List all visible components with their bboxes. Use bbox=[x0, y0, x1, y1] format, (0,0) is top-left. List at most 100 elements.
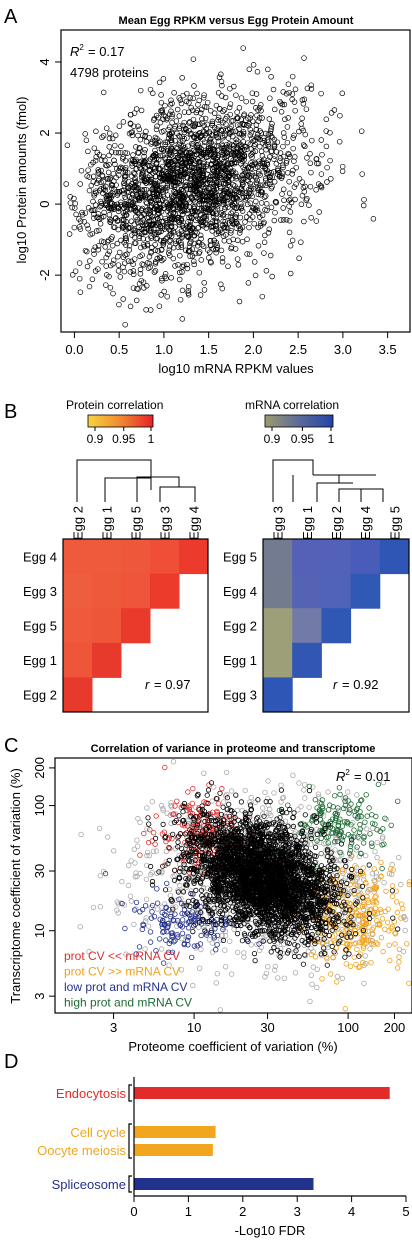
scatter-point bbox=[286, 151, 292, 158]
y-tick-label: 4 bbox=[37, 58, 52, 65]
scatter-point bbox=[131, 170, 137, 176]
heatmap-column-label: Egg 5 bbox=[387, 506, 402, 540]
scatter-point bbox=[166, 247, 173, 253]
scatter-point bbox=[194, 90, 200, 97]
panel-c-title: Correlation of variance in proteome and … bbox=[91, 743, 376, 755]
scatter-point bbox=[372, 849, 378, 855]
scatter-point bbox=[116, 301, 122, 308]
scatter-point bbox=[226, 104, 233, 111]
scatter-point bbox=[168, 144, 175, 151]
scatter-point bbox=[220, 119, 226, 126]
scatter-point bbox=[342, 1006, 349, 1012]
scatter-point bbox=[273, 199, 279, 206]
scatter-point bbox=[144, 805, 150, 811]
scatter-point bbox=[222, 151, 228, 157]
scatter-point bbox=[236, 230, 243, 236]
scatter-point bbox=[115, 268, 122, 274]
scatter-point bbox=[222, 964, 229, 970]
scatter-point bbox=[245, 115, 251, 121]
scatter-point bbox=[243, 98, 249, 105]
heatmap-cell bbox=[179, 539, 209, 575]
scatter-point bbox=[209, 132, 215, 138]
scatter-point bbox=[201, 280, 207, 286]
scatter-point bbox=[133, 297, 140, 304]
scatter-point bbox=[291, 158, 297, 164]
scatter-point bbox=[230, 181, 236, 188]
x-tick-label: 3.0 bbox=[334, 342, 352, 357]
scatter-point bbox=[328, 971, 334, 977]
scatter-point bbox=[247, 180, 253, 187]
scatter-point bbox=[354, 844, 360, 850]
scatter-point bbox=[167, 228, 174, 234]
scatter-point bbox=[180, 148, 186, 154]
panel-letter-b: B bbox=[4, 401, 17, 423]
scatter-point bbox=[318, 171, 325, 177]
scatter-point bbox=[219, 229, 225, 236]
mrna-correlation-legend-title: mRNA correlation bbox=[245, 398, 339, 412]
scatter-point bbox=[181, 164, 188, 171]
scatter-point bbox=[169, 100, 175, 107]
scatter-point bbox=[120, 296, 126, 302]
scatter-point bbox=[201, 103, 208, 110]
scatter-point bbox=[249, 193, 255, 199]
scatter-point bbox=[147, 929, 154, 935]
scatter-point bbox=[278, 217, 284, 223]
protein-heatmap-r-value: = 0.97 bbox=[154, 677, 191, 692]
scatter-point bbox=[208, 205, 215, 212]
scatter-point bbox=[363, 792, 369, 798]
scatter-point bbox=[146, 167, 152, 173]
scatter-point bbox=[280, 186, 287, 193]
scatter-point bbox=[140, 279, 147, 285]
scatter-point bbox=[236, 105, 243, 111]
scatter-point bbox=[170, 255, 177, 262]
scatter-point bbox=[158, 246, 165, 253]
heatmap-row-label: Egg 5 bbox=[23, 619, 57, 634]
scatter-point bbox=[304, 155, 310, 161]
legend-tick-label: 0.9 bbox=[264, 432, 281, 446]
scatter-point bbox=[103, 254, 109, 261]
scatter-point bbox=[148, 176, 154, 183]
scatter-point bbox=[140, 262, 147, 268]
heatmap-cell bbox=[350, 539, 381, 575]
scatter-point bbox=[110, 290, 116, 297]
scatter-point bbox=[133, 144, 139, 150]
scatter-point bbox=[209, 120, 216, 127]
scatter-point bbox=[223, 232, 229, 238]
scatter-point bbox=[261, 250, 267, 256]
scatter-point bbox=[142, 133, 148, 139]
scatter-point bbox=[220, 165, 226, 171]
heatmap-column-label: Egg 3 bbox=[158, 506, 173, 540]
scatter-point bbox=[296, 255, 302, 262]
scatter-point bbox=[129, 190, 136, 197]
scatter-point bbox=[193, 804, 199, 810]
scatter-point bbox=[205, 167, 212, 174]
scatter-point bbox=[386, 942, 392, 948]
scatter-point bbox=[181, 136, 188, 142]
scatter-point bbox=[191, 83, 197, 89]
scatter-point bbox=[190, 785, 196, 792]
scatter-point bbox=[234, 122, 241, 128]
scatter-point bbox=[392, 941, 398, 947]
heatmap-cell bbox=[263, 573, 293, 609]
scatter-point bbox=[71, 195, 77, 202]
scatter-point bbox=[252, 799, 258, 805]
scatter-point bbox=[213, 202, 219, 208]
scatter-point bbox=[145, 923, 152, 929]
scatter-point bbox=[365, 928, 371, 934]
scatter-point bbox=[77, 289, 84, 295]
scatter-point bbox=[143, 896, 150, 903]
scatter-point bbox=[252, 148, 259, 155]
scatter-point bbox=[258, 148, 265, 155]
scatter-point bbox=[205, 206, 211, 212]
protein-correlation-legend-title: Protein correlation bbox=[66, 398, 163, 412]
scatter-point bbox=[224, 153, 230, 159]
y-tick-label: 0 bbox=[37, 200, 52, 207]
scatter-point bbox=[123, 196, 129, 202]
scatter-point bbox=[237, 121, 244, 128]
scatter-point bbox=[212, 947, 219, 953]
scatter-point bbox=[162, 764, 168, 771]
scatter-point bbox=[171, 206, 177, 212]
scatter-point bbox=[218, 281, 224, 288]
scatter-point bbox=[182, 145, 188, 151]
scatter-point bbox=[195, 131, 202, 137]
